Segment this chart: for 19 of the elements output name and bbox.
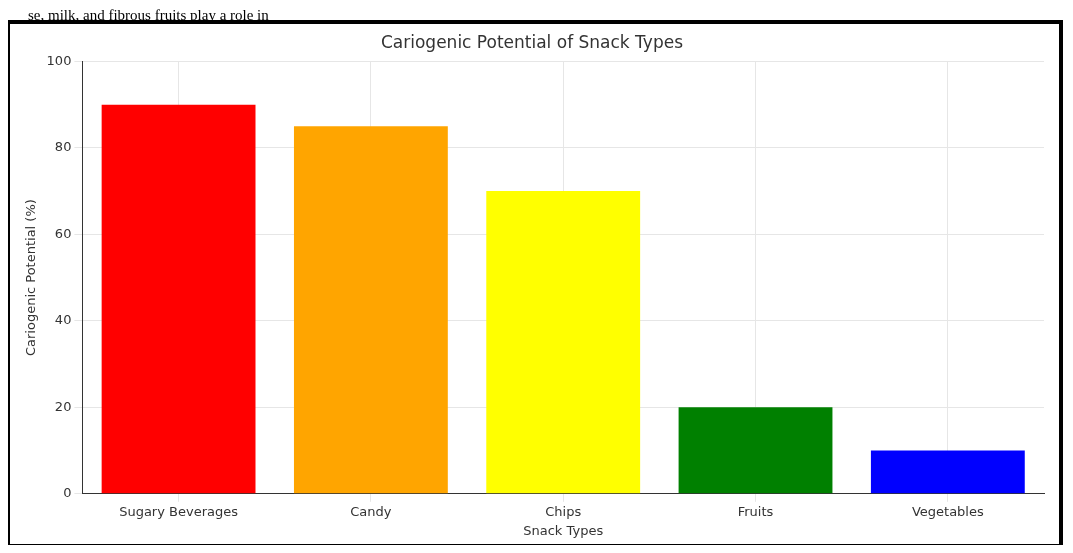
x-tick-label: Chips (545, 503, 582, 519)
bar (293, 126, 448, 494)
x-tick-label: Fruits (737, 503, 774, 519)
y-tick-label: 40 (54, 312, 72, 328)
y-axis-title: Cariogenic Potential (%) (23, 199, 39, 357)
x-tick-label: Vegetables (911, 503, 984, 519)
y-tick-label: 60 (54, 225, 72, 241)
x-axis-title: Snack Types (523, 522, 604, 538)
bar (678, 407, 833, 494)
bar (101, 104, 256, 494)
chart-title: Cariogenic Potential of Snack Types (380, 31, 684, 52)
bar (870, 450, 1025, 494)
y-tick-label: 80 (54, 139, 72, 155)
y-tick-label: 100 (46, 52, 72, 68)
x-tick-label: Sugary Beverages (119, 503, 239, 519)
bar (486, 191, 641, 494)
x-tick-label: Candy (350, 503, 392, 519)
y-tick-label: 0 (63, 485, 72, 501)
y-tick-label: 20 (54, 398, 72, 414)
